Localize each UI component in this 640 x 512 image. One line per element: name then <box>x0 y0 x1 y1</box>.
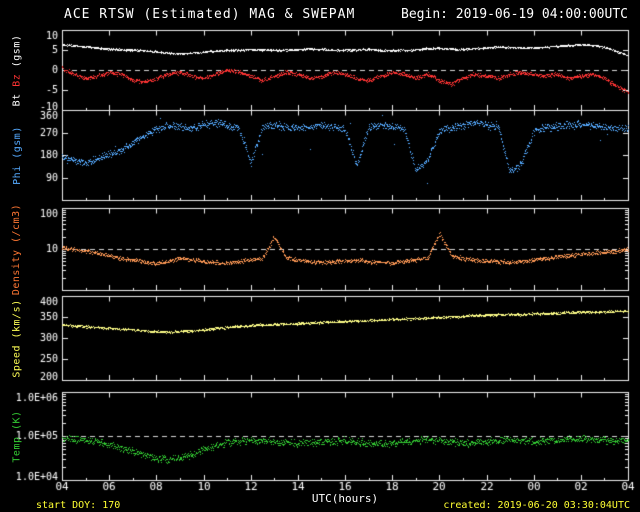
created-timestamp: created: 2019-06-20 03:30:04UTC <box>443 500 630 511</box>
x-axis-label: UTC(hours) <box>311 492 379 505</box>
start-doy-label: start DOY: 170 <box>36 500 121 511</box>
page-title: ACE RTSW (Estimated) MAG & SWEPAM <box>64 7 356 22</box>
begin-timestamp: Begin: 2019-06-19 04:00:00UTC <box>401 7 628 22</box>
